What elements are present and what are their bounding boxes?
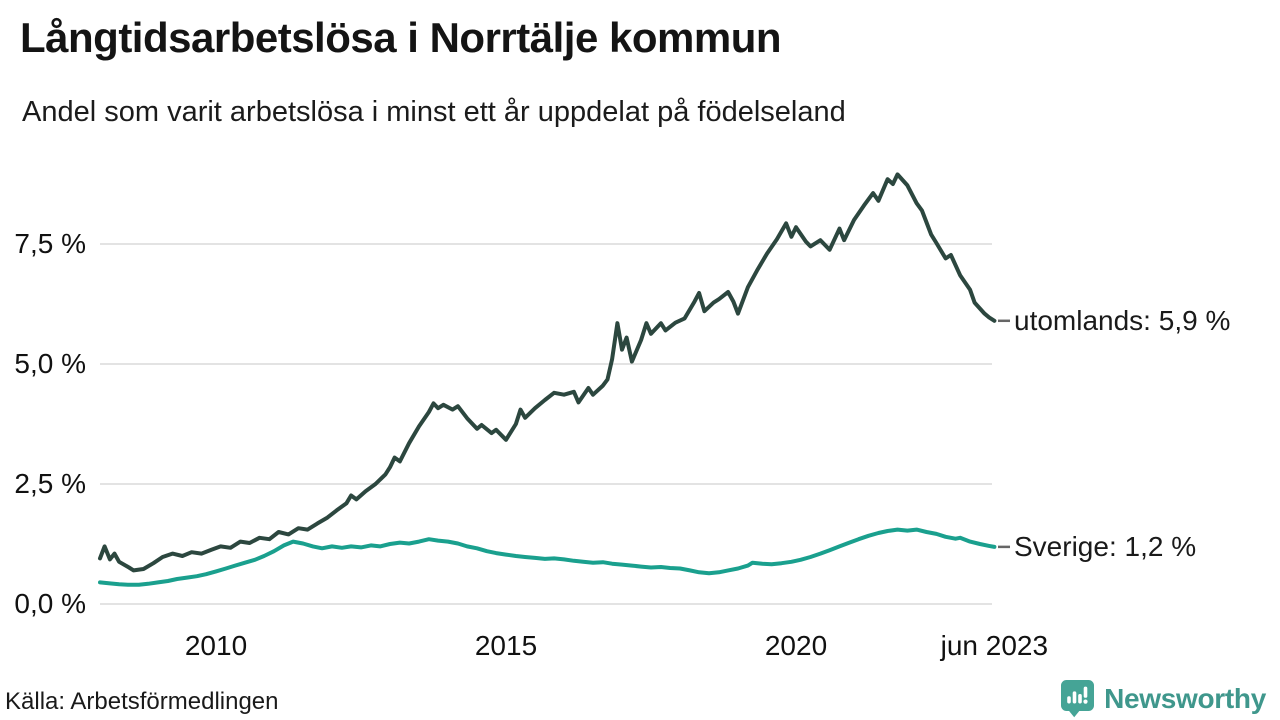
- source-note: Källa: Arbetsförmedlingen: [5, 688, 279, 715]
- y-tick-label: 7,5 %: [14, 228, 86, 259]
- series-label-sverige: Sverige: 1,2 %: [1014, 530, 1197, 562]
- x-tick-label: 2015: [474, 630, 538, 661]
- newsworthy-wordmark: Newsworthy: [1104, 682, 1266, 714]
- y-tick-label: 0,0 %: [14, 588, 86, 619]
- x-tick-label: 2010: [184, 630, 248, 661]
- y-tick-label: 2,5 %: [14, 468, 86, 499]
- series-line-sverige: [98, 527, 997, 587]
- series-line-utomlands: [98, 172, 997, 573]
- page-title: Långtidsarbetslösa i Norrtälje kommun: [20, 14, 782, 61]
- x-tick-label: 2020: [764, 630, 828, 661]
- y-tick-label: 5,0 %: [14, 348, 86, 379]
- page-subtitle: Andel som varit arbetslösa i minst ett å…: [22, 96, 846, 128]
- newsworthy-bubble-chart-icon: [1060, 679, 1095, 718]
- series-label-utomlands: utomlands: 5,9 %: [1014, 304, 1231, 336]
- x-tick-label: jun 2023: [940, 630, 1049, 661]
- newsworthy-logo: Newsworthy: [1060, 679, 1266, 718]
